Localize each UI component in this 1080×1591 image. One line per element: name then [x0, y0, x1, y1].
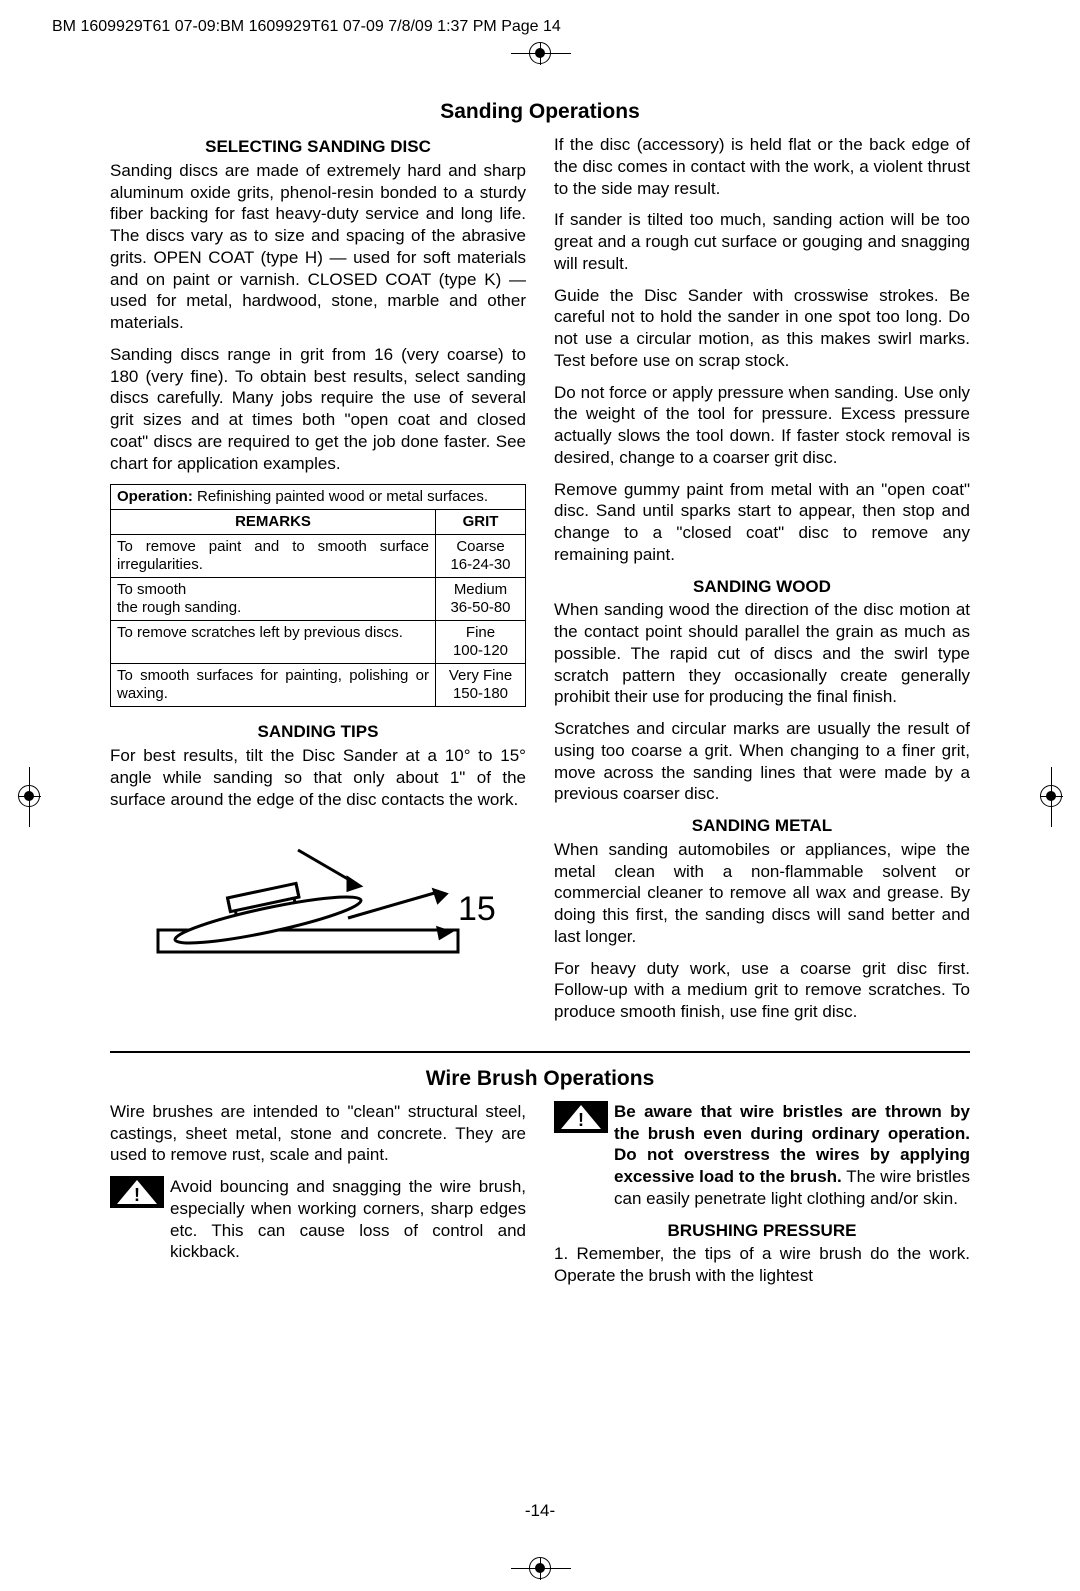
grit-name: Very Fine	[449, 667, 512, 684]
angle-diagram-icon: 15°	[138, 820, 498, 980]
registration-mark-bottom	[529, 1557, 551, 1579]
registration-mark-top	[529, 42, 551, 64]
section-title-sanding: Sanding Operations	[110, 100, 970, 124]
para-r4: Do not force or apply pressure when sand…	[554, 382, 970, 469]
cell-grit: Fine100-120	[436, 621, 526, 664]
registration-mark-right	[1040, 785, 1062, 807]
grit-name: Coarse	[456, 538, 504, 555]
col-header-remarks: REMARKS	[111, 510, 436, 535]
para-selecting-1: Sanding discs are made of extremely hard…	[110, 160, 526, 334]
grit-name: Medium	[454, 581, 507, 598]
heading-sanding-metal: SANDING METAL	[554, 815, 970, 837]
wb-para-r1: 1. Remember, the tips of a wire brush do…	[554, 1243, 970, 1287]
warning-text-right: Be aware that wire bristles are thrown b…	[614, 1101, 970, 1210]
grit-name: Fine	[466, 624, 495, 641]
para-r2: If sander is tilted too much, sanding ac…	[554, 209, 970, 274]
para-r9: For heavy duty work, use a coarse grit d…	[554, 958, 970, 1023]
warning-block-right: ! Be aware that wire bristles are thrown…	[554, 1101, 970, 1210]
cell-remark: To remove scratches left by previous dis…	[111, 621, 436, 664]
cell-grit: Very Fine150-180	[436, 664, 526, 707]
warning-text-left: Avoid bouncing and snagging the wire bru…	[170, 1176, 526, 1263]
table-row: To smooth the rough sanding. Medium36-50…	[111, 578, 526, 621]
warning-block-left: ! Avoid bouncing and snagging the wire b…	[110, 1176, 526, 1263]
table-operation-row: Operation: Refinishing painted wood or m…	[111, 485, 526, 510]
page-number: -14-	[525, 1501, 555, 1521]
wb-para-1: Wire brushes are intended to "clean" str…	[110, 1101, 526, 1166]
col-header-grit: GRIT	[436, 510, 526, 535]
wb-left-column: Wire brushes are intended to "clean" str…	[110, 1101, 526, 1297]
table-row: To remove paint and to smooth surface ir…	[111, 535, 526, 578]
left-column: SELECTING SANDING DISC Sanding discs are…	[110, 134, 526, 1033]
section-divider	[110, 1051, 970, 1053]
heading-brushing-pressure: BRUSHING PRESSURE	[554, 1220, 970, 1242]
section-title-wirebrush: Wire Brush Operations	[110, 1067, 970, 1091]
svg-text:!: !	[578, 1110, 584, 1130]
cell-grit: Medium36-50-80	[436, 578, 526, 621]
right-column: If the disc (accessory) is held flat or …	[554, 134, 970, 1033]
para-r1: If the disc (accessory) is held flat or …	[554, 134, 970, 199]
grit-table: Operation: Refinishing painted wood or m…	[110, 484, 526, 707]
wb-right-column: ! Be aware that wire bristles are thrown…	[554, 1101, 970, 1297]
para-r6: When sanding wood the direction of the d…	[554, 599, 970, 708]
sanding-columns: SELECTING SANDING DISC Sanding discs are…	[110, 134, 970, 1033]
table-row: To smooth surfaces for painting, polishi…	[111, 664, 526, 707]
grit-range: 16-24-30	[450, 556, 510, 573]
para-r8: When sanding automobiles or appliances, …	[554, 839, 970, 948]
svg-text:!: !	[134, 1185, 140, 1205]
para-r5: Remove gummy paint from metal with an "o…	[554, 479, 970, 566]
para-r3: Guide the Disc Sander with crosswise str…	[554, 285, 970, 372]
para-selecting-2: Sanding discs range in grit from 16 (ver…	[110, 344, 526, 475]
wirebrush-columns: Wire brushes are intended to "clean" str…	[110, 1101, 970, 1297]
page-header-line: BM 1609929T61 07-09:BM 1609929T61 07-09 …	[52, 18, 561, 36]
registration-mark-left	[18, 785, 40, 807]
operation-text: Refinishing painted wood or metal surfac…	[193, 488, 488, 505]
heading-sanding-wood: SANDING WOOD	[554, 576, 970, 598]
grit-range: 150-180	[453, 685, 508, 702]
heading-selecting-disc: SELECTING SANDING DISC	[110, 136, 526, 158]
grit-range: 36-50-80	[450, 599, 510, 616]
cell-remark: To remove paint and to smooth surface ir…	[111, 535, 436, 578]
para-sanding-tips: For best results, tilt the Disc Sander a…	[110, 745, 526, 810]
para-r7: Scratches and circular marks are usually…	[554, 718, 970, 805]
grit-range: 100-120	[453, 642, 508, 659]
page-content: Sanding Operations SELECTING SANDING DIS…	[110, 100, 970, 1297]
operation-label: Operation:	[117, 488, 193, 505]
warning-icon: !	[554, 1101, 608, 1139]
cell-remark: To smooth the rough sanding.	[111, 578, 436, 621]
cell-remark: To smooth surfaces for painting, polishi…	[111, 664, 436, 707]
angle-label: 15°	[458, 890, 498, 928]
warning-icon: !	[110, 1176, 164, 1214]
cell-grit: Coarse16-24-30	[436, 535, 526, 578]
heading-sanding-tips: SANDING TIPS	[110, 721, 526, 743]
table-row: To remove scratches left by previous dis…	[111, 621, 526, 664]
